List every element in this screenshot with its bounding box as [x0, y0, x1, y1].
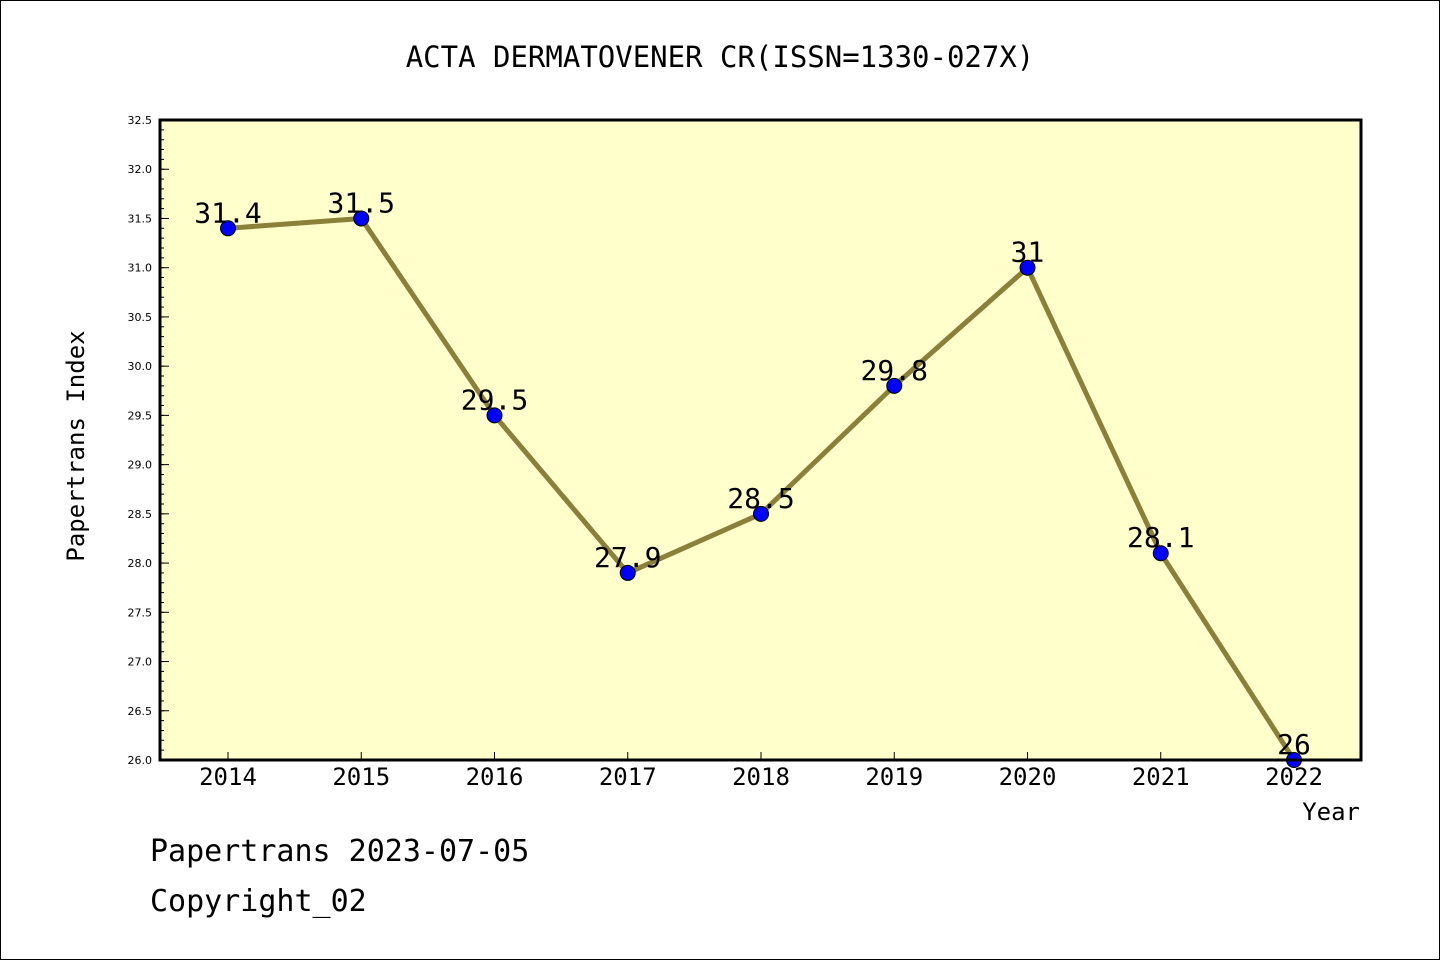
- y-tick-label: 26.5: [128, 705, 153, 718]
- data-label-2020: 31: [1011, 236, 1045, 269]
- data-label-2014: 31.4: [194, 196, 261, 229]
- series-papertrans-index: [220, 210, 1302, 768]
- data-label-2016: 29.5: [461, 383, 528, 416]
- data-point-2016: [486, 407, 503, 424]
- data-point-2018: [753, 505, 769, 522]
- y-tick-label: 27.5: [128, 606, 153, 619]
- y-tick-label: 32.5: [128, 114, 153, 127]
- y-tick-label: 28.5: [128, 508, 153, 521]
- data-point-2019: [886, 377, 903, 394]
- y-tick-label: 32.0: [128, 163, 153, 176]
- y-tick-label: 31.5: [128, 212, 153, 225]
- plot-area: [160, 120, 1361, 760]
- y-axis-ticks: 26.0 26.5 27.0 27.5 28.0 28.5 29.0 29.5 30.0 30.5…: [128, 114, 169, 767]
- data-label-2021: 28.1: [1127, 521, 1194, 554]
- data-point-2017: [619, 564, 636, 581]
- chart-title: ACTA DERMATOVENER CR(ISSN=1330-027X): [406, 40, 1035, 74]
- x-tick-label: 2021: [1132, 763, 1190, 791]
- y-tick-label: 27.0: [128, 656, 153, 669]
- x-tick-label: 2014: [199, 763, 257, 791]
- x-tick-label: 2018: [732, 763, 790, 791]
- x-axis-label: Year: [1302, 798, 1360, 826]
- data-label-2017: 27.9: [594, 541, 661, 574]
- data-label-2018: 28.5: [727, 482, 794, 515]
- x-axis-ticks: 2014 2015 2016 2017 2018 2019 2020 2021 2022: [199, 752, 1323, 791]
- data-label-2015: 31.5: [328, 186, 395, 219]
- data-point-2021: [1152, 545, 1169, 562]
- x-tick-label: 2015: [332, 763, 390, 791]
- y-tick-label: 30.0: [128, 360, 153, 373]
- data-label-2019: 29.8: [861, 354, 928, 387]
- y-tick-label: 28.0: [128, 557, 153, 570]
- y-tick-label: 26.0: [128, 754, 153, 767]
- x-tick-label: 2017: [599, 763, 657, 791]
- x-tick-label: 2019: [865, 763, 923, 791]
- footer-copyright-text: Copyright_02: [150, 884, 367, 919]
- data-label-2022: 26: [1277, 728, 1311, 761]
- data-point-2020: [1019, 259, 1036, 276]
- x-tick-label: 2020: [999, 763, 1057, 791]
- y-tick-label: 29.0: [128, 459, 153, 472]
- y-tick-label: 30.5: [128, 311, 153, 324]
- data-point-2014: [220, 220, 236, 237]
- y-axis-label: Papertrans Index: [62, 330, 90, 561]
- x-tick-label: 2016: [466, 763, 524, 791]
- y-tick-label: 29.5: [128, 409, 153, 422]
- data-labels: 31.4 31.5 29.5 27.9 28.5 29.8 31 28.1 26: [194, 186, 1311, 761]
- data-point-2015: [353, 210, 370, 227]
- y-tick-label: 31.0: [128, 262, 153, 275]
- footer-date-text: Papertrans 2023-07-05: [150, 834, 530, 869]
- plot-border: [158, 118, 1363, 762]
